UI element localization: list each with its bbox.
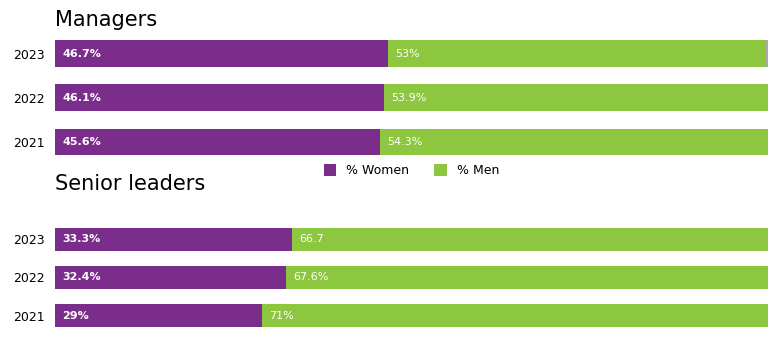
Text: Senior leaders: Senior leaders — [55, 174, 205, 194]
Text: 54.3%: 54.3% — [387, 137, 423, 147]
Bar — [55, 84, 384, 111]
Text: 53.9%: 53.9% — [391, 93, 426, 103]
Text: 53%: 53% — [395, 49, 419, 59]
Text: 45.6%: 45.6% — [62, 137, 101, 147]
Legend: % Women, % Men: % Women, % Men — [319, 159, 504, 182]
Text: 29%: 29% — [62, 311, 89, 321]
Text: Managers: Managers — [55, 10, 157, 30]
Bar — [292, 228, 768, 251]
Bar — [262, 304, 768, 327]
Text: 46.1%: 46.1% — [62, 93, 101, 103]
Bar — [55, 129, 380, 155]
Bar — [388, 40, 766, 67]
Text: 71%: 71% — [269, 311, 294, 321]
Bar — [766, 40, 768, 67]
Bar — [286, 266, 768, 289]
Text: 32.4%: 32.4% — [62, 273, 100, 282]
Text: 67.6%: 67.6% — [293, 273, 328, 282]
Bar — [380, 129, 768, 155]
Bar — [55, 304, 262, 327]
Text: 33.3%: 33.3% — [62, 234, 100, 244]
Bar — [55, 228, 292, 251]
Bar — [55, 40, 388, 67]
Text: 66.7: 66.7 — [299, 234, 325, 244]
Bar — [384, 84, 768, 111]
Text: 46.7%: 46.7% — [62, 49, 101, 59]
Bar — [55, 266, 286, 289]
